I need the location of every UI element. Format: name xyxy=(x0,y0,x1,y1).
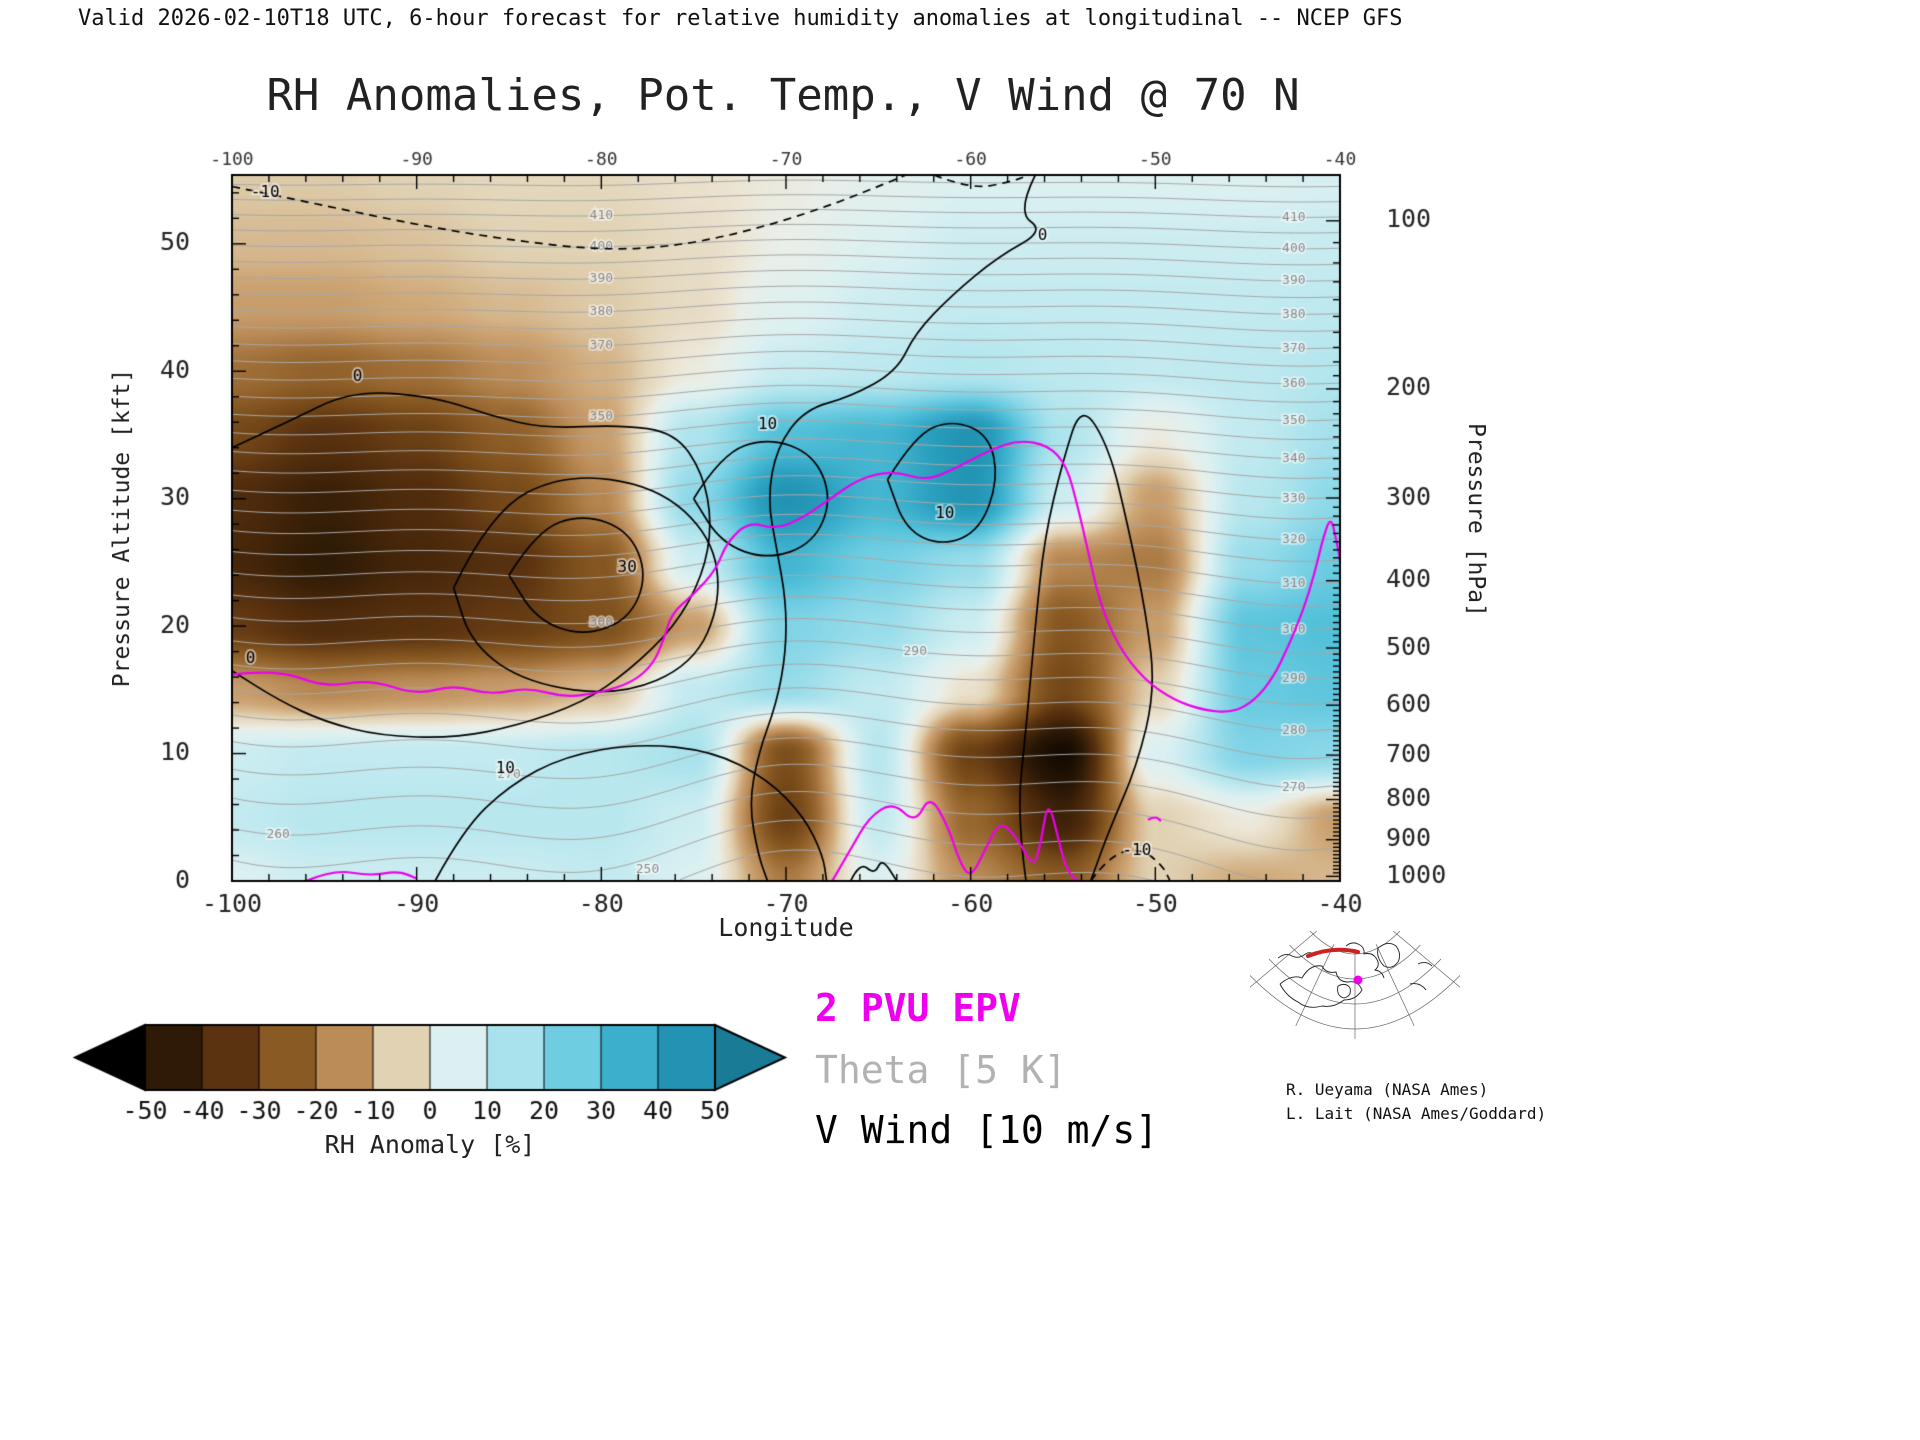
inset-map xyxy=(1247,924,1463,1064)
legend-epv-label: 2 PVU EPV xyxy=(815,986,1021,1030)
colorbar-caption: RH Anomaly [%] xyxy=(324,1130,536,1159)
x-axis-title: Longitude xyxy=(718,913,854,942)
inset-graticule xyxy=(1247,930,1463,1039)
credit-line-2: L. Lait (NASA Ames/Goddard) xyxy=(1286,1104,1547,1123)
inset-map-svg xyxy=(1247,930,1463,1039)
plot-title: RH Anomalies, Pot. Temp., V Wind @ 70 N xyxy=(266,70,1300,121)
inset-70n-line xyxy=(1306,947,1360,958)
y-axis-left-title: Pressure Altitude [kft] xyxy=(109,368,135,688)
valid-line: Valid 2026-02-10T18 UTC, 6-hour forecast… xyxy=(78,6,1403,31)
inset-location-dot xyxy=(1353,975,1363,985)
legend-theta-label: Theta [5 K] xyxy=(815,1048,1067,1092)
credit-line-1: R. Ueyama (NASA Ames) xyxy=(1286,1080,1489,1099)
legend-vwind-label: V Wind [10 m/s] xyxy=(815,1108,1159,1152)
y-axis-right-title: Pressure [hPa] xyxy=(1463,423,1489,617)
